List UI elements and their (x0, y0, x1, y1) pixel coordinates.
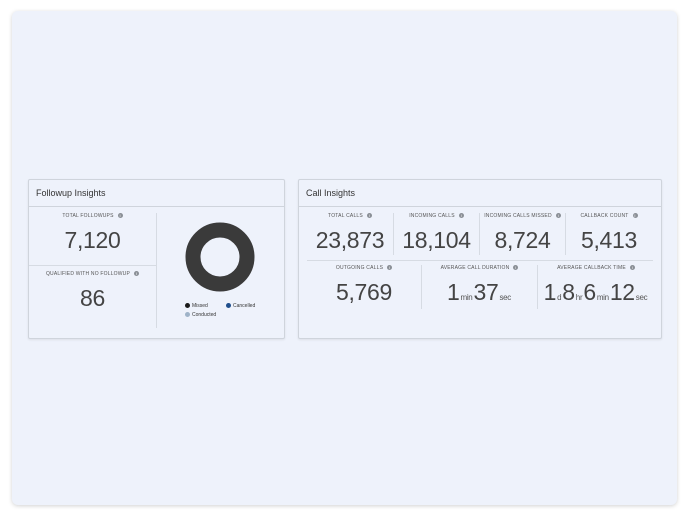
incoming-calls-missed-label: INCOMING CALLS MISSED (484, 213, 552, 219)
incoming-calls-value: 18,104 (402, 227, 471, 253)
info-icon[interactable]: i (632, 213, 638, 219)
followup-insights-title: Followup Insights (29, 180, 284, 207)
average-call-duration-metric: AVERAGE CALL DURATION i 1min37sec (422, 265, 537, 306)
divider (393, 213, 394, 255)
average-call-duration-value: 1min37sec (446, 279, 512, 305)
followup-donut-chart[interactable] (184, 221, 256, 293)
average-callback-time-value: 1d8hr6min12sec (543, 279, 648, 305)
legend-dot-missed (185, 303, 190, 309)
callback-count-value: 5,413 (580, 227, 638, 253)
divider (565, 213, 566, 255)
legend-item-cancelled[interactable]: Cancelled (226, 303, 255, 309)
info-icon[interactable]: i (513, 265, 519, 271)
outgoing-calls-value: 5,769 (335, 279, 393, 305)
info-icon[interactable]: i (387, 265, 393, 271)
legend-dot-cancelled (226, 303, 231, 309)
total-calls-label: TOTAL CALLS (328, 213, 363, 219)
qualified-no-followup-label: QUALIFIED WITH NO FOLLOWUP (45, 271, 131, 277)
total-calls-value: 23,873 (315, 227, 385, 253)
divider (421, 265, 422, 309)
average-callback-time-label: AVERAGE CALLBACK TIME (557, 265, 626, 271)
info-icon[interactable]: i (555, 213, 561, 219)
info-icon[interactable]: i (117, 213, 123, 219)
incoming-calls-missed-metric: INCOMING CALLS MISSED i 8,724 (480, 213, 565, 254)
total-followups-value: 7,120 (64, 227, 121, 253)
callback-count-label: CALLBACK COUNT (580, 213, 629, 219)
divider (29, 265, 156, 266)
total-followups-label: TOTAL FOLLOWUPS (62, 213, 114, 219)
outgoing-calls-metric: OUTGOING CALLS i 5,769 (307, 265, 421, 306)
info-icon[interactable]: i (134, 271, 140, 277)
donut-ring (185, 222, 255, 292)
callback-count-metric: CALLBACK COUNT i 5,413 (566, 213, 652, 254)
info-icon[interactable]: i (629, 265, 635, 271)
incoming-calls-label: INCOMING CALLS (409, 213, 455, 219)
average-call-duration-label: AVERAGE CALL DURATION (440, 265, 510, 271)
divider (479, 213, 480, 255)
outgoing-calls-label: OUTGOING CALLS (335, 265, 384, 271)
total-calls-metric: TOTAL CALLS i 23,873 (307, 213, 393, 254)
info-icon[interactable]: i (458, 213, 464, 219)
info-icon[interactable]: i (366, 213, 372, 219)
incoming-calls-metric: INCOMING CALLS i 18,104 (394, 213, 479, 254)
divider (307, 260, 653, 261)
legend-item-conducted[interactable]: Conducted (185, 312, 216, 318)
call-insights-title: Call Insights (299, 180, 661, 207)
qualified-no-followup-value: 86 (80, 285, 105, 311)
divider (537, 265, 538, 309)
qualified-no-followup-metric: QUALIFIED WITH NO FOLLOWUP i 86 (29, 271, 156, 312)
legend-item-missed[interactable]: Missed (185, 303, 208, 309)
divider (156, 213, 157, 328)
followup-insights-card: Followup Insights TOTAL FOLLOWUPS i 7,120… (28, 179, 285, 339)
incoming-calls-missed-value: 8,724 (494, 227, 551, 253)
call-insights-card: Call Insights TOTAL CALLS i 23,873 INCOMI… (298, 179, 662, 339)
total-followups-metric: TOTAL FOLLOWUPS i 7,120 (29, 213, 156, 254)
legend-dot-conducted (185, 312, 190, 318)
average-callback-time-metric: AVERAGE CALLBACK TIME i 1d8hr6min12sec (538, 265, 654, 306)
